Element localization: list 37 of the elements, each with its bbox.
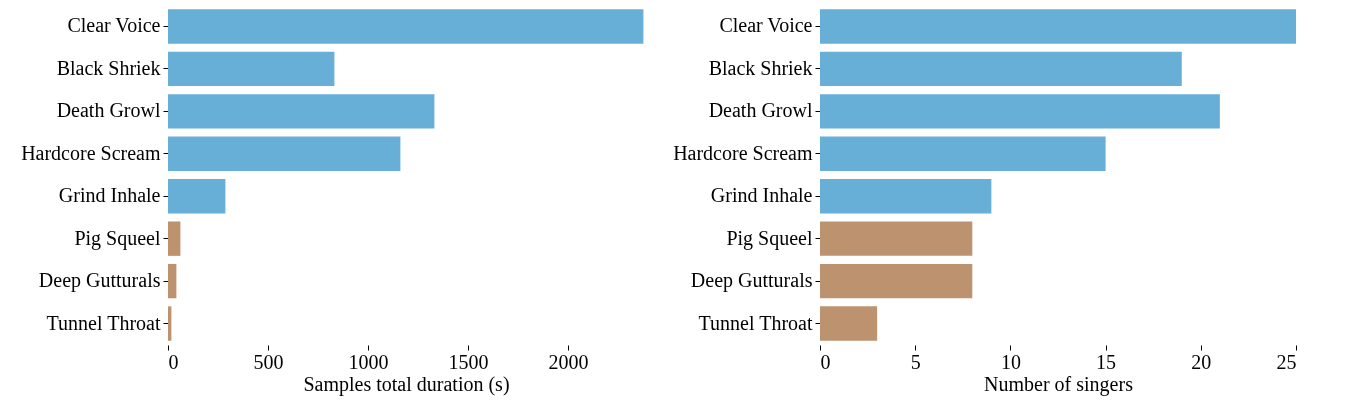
y-tick-label: Clear Voice <box>719 14 813 37</box>
y-tick-label: Death Growl <box>56 99 161 122</box>
x-tick-label: 2000 <box>548 350 589 373</box>
bar <box>168 221 181 256</box>
bar <box>168 51 335 87</box>
x-tick-label: 500 <box>253 350 284 373</box>
y-tick-label: Hardcore Scream <box>21 141 161 164</box>
x-tick-label: 15 <box>1096 350 1117 373</box>
y-tick-label: Deep Gutturals <box>38 269 161 293</box>
x-tick-label: 0 <box>168 350 179 373</box>
bar <box>168 306 172 341</box>
x-tick-label: 0 <box>820 350 831 373</box>
y-tick-label: Black Shriek <box>708 56 813 79</box>
y-tick-label: Pig Squeel <box>726 226 813 250</box>
bar <box>168 9 644 44</box>
bar <box>168 94 435 129</box>
x-tick-label: 25 <box>1276 350 1297 373</box>
y-tick-label: Deep Gutturals <box>690 269 813 293</box>
bar <box>168 263 177 299</box>
x-axis-title: Number of singers <box>984 372 1134 396</box>
x-tick-label: 5 <box>910 350 921 373</box>
y-tick-label: Black Shriek <box>56 56 161 79</box>
y-tick-label: Grind Inhale <box>58 184 161 207</box>
y-tick-label: Tunnel Throat <box>46 311 161 334</box>
bar <box>168 136 401 171</box>
y-tick-label: Tunnel Throat <box>698 311 813 334</box>
x-axis-title: Samples total duration (s) <box>303 372 510 396</box>
x-tick-label: 1500 <box>448 350 489 373</box>
y-tick-label: Death Growl <box>708 99 813 122</box>
bar <box>168 179 226 214</box>
y-tick-label: Grind Inhale <box>710 184 813 207</box>
x-tick-label: 1000 <box>348 350 389 373</box>
y-tick-label: Hardcore Scream <box>673 141 813 164</box>
x-tick-label: 20 <box>1191 350 1212 373</box>
y-tick-label: Clear Voice <box>67 14 161 37</box>
x-tick-label: 10 <box>1000 350 1021 373</box>
y-tick-label: Pig Squeel <box>74 226 161 250</box>
